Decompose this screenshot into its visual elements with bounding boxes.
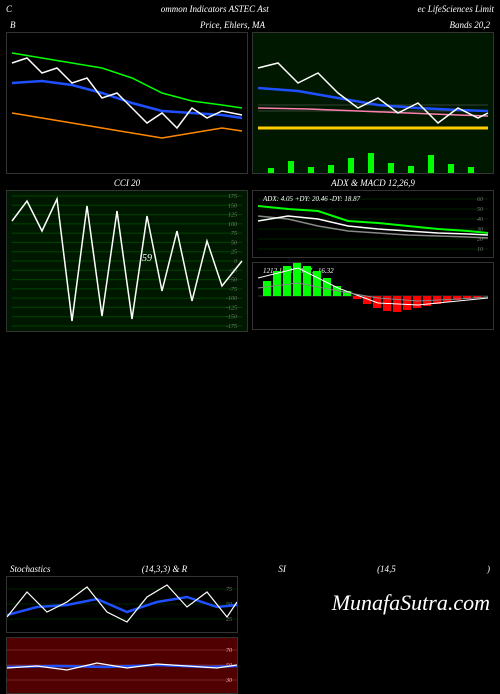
watermark: MunafaSutra.com (332, 590, 490, 616)
bb-chart (6, 32, 248, 174)
header-left: C (6, 4, 12, 14)
bands-title: Bands 20,2 (449, 20, 490, 30)
page-header: C ommon Indicators ASTEC Ast ec LifeScie… (0, 0, 500, 18)
svg-text:-75: -75 (229, 287, 237, 293)
svg-text:50: 50 (477, 207, 483, 213)
svg-text:-50: -50 (229, 278, 237, 284)
svg-text:0: 0 (234, 259, 237, 265)
si-params: (14,5 (377, 564, 396, 574)
svg-text:40: 40 (477, 216, 483, 223)
top-chart-grid (0, 32, 500, 174)
stoch-params: (14,3,3) & R (142, 564, 188, 574)
svg-text:ADX: 4.05 +DY: 20.46 -DY: 18.8: ADX: 4.05 +DY: 20.46 -DY: 18.87 (262, 195, 361, 203)
svg-text:125: 125 (228, 213, 237, 219)
svg-text:75: 75 (231, 231, 237, 237)
svg-text:175: 175 (228, 194, 237, 200)
svg-text:75: 75 (226, 587, 232, 593)
svg-text:-100: -100 (226, 296, 237, 302)
row1-titles: B Price, Ehlers, MA Bands 20,2 (0, 18, 500, 32)
svg-text:-125: -125 (226, 305, 237, 311)
svg-text:25: 25 (231, 250, 237, 256)
svg-text:30: 30 (225, 678, 232, 684)
si-title: SI (278, 564, 286, 574)
svg-text:59: 59 (142, 253, 152, 264)
header-right: ec LifeSciences Limit (418, 4, 494, 14)
price-title: Price, Ehlers, MA (200, 20, 265, 30)
adx-chart: 605040302010ADX: 4.05 +DY: 20.46 -DY: 18… (252, 190, 494, 258)
svg-text:-175: -175 (226, 324, 237, 330)
si-close: ) (487, 564, 490, 574)
stoch-title: Stochastics (10, 564, 51, 574)
stochastics-chart: 755025 (6, 576, 238, 633)
svg-text:10: 10 (477, 247, 483, 253)
bb-title: B (10, 20, 16, 30)
svg-text:60: 60 (477, 197, 483, 203)
svg-text:25: 25 (226, 617, 232, 623)
rsi-chart: 705030 (6, 637, 238, 694)
price-chart (252, 32, 494, 174)
cci-chart: 1751501251007550250-25-50-75-100-125-150… (6, 190, 248, 332)
svg-text:50: 50 (231, 240, 237, 246)
macd-chart: 1212.15, 1228.47, -16.32 (252, 262, 494, 330)
header-center: ommon Indicators ASTEC Ast (161, 4, 269, 14)
svg-text:150: 150 (228, 203, 237, 209)
svg-text:100: 100 (228, 222, 237, 228)
stoch-section: Stochastics (14,3,3) & R SI (14,5 ) 7550… (0, 562, 500, 694)
svg-text:70: 70 (226, 648, 232, 654)
adx-title: ADX & MACD 12,26,9 (252, 176, 494, 190)
row2: CCI 20 1751501251007550250-25-50-75-100-… (0, 176, 500, 332)
cci-title: CCI 20 (6, 176, 248, 190)
svg-text:-150: -150 (226, 315, 237, 321)
